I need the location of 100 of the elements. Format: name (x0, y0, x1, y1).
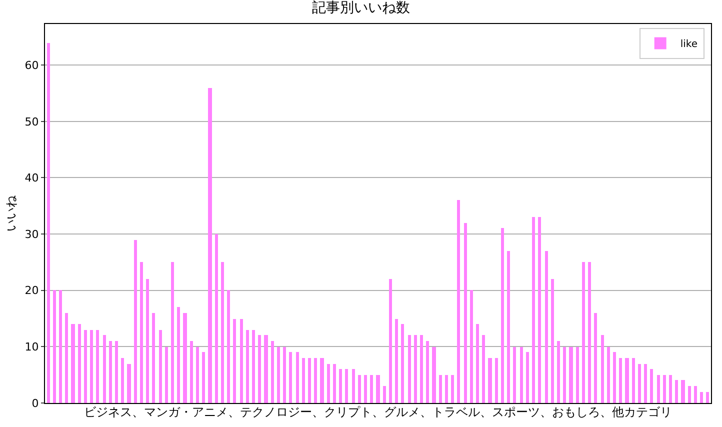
bar (53, 290, 56, 403)
bar (59, 290, 62, 403)
bar (663, 375, 666, 403)
bar (252, 330, 255, 403)
bar (196, 347, 199, 403)
bar (563, 347, 566, 403)
bar (171, 262, 174, 403)
bar (389, 279, 392, 403)
bar (277, 347, 280, 403)
bar (501, 228, 504, 403)
bar (551, 279, 554, 403)
bar (121, 358, 124, 403)
bar (376, 375, 380, 403)
bar (271, 341, 274, 403)
bar (414, 335, 417, 403)
bar (327, 364, 330, 403)
y-tick-label: 50 (24, 115, 39, 128)
bar (364, 375, 367, 403)
bar (401, 324, 404, 403)
bar (613, 352, 616, 403)
bar (582, 262, 585, 403)
bar (146, 279, 149, 403)
bar (601, 335, 604, 403)
bar (383, 386, 386, 403)
bar (190, 341, 193, 403)
bar (358, 375, 361, 403)
bar (588, 262, 591, 403)
bar (140, 262, 143, 403)
bar (109, 341, 112, 403)
bar (165, 347, 168, 403)
y-axis-title: いいね (4, 194, 18, 232)
bar (470, 290, 473, 403)
bar (545, 251, 548, 403)
bar (457, 200, 460, 403)
bar (258, 335, 261, 403)
bar (320, 358, 324, 403)
bar (127, 364, 131, 403)
bar (694, 386, 697, 403)
bar (115, 341, 118, 403)
bar (650, 369, 653, 403)
bar (221, 262, 224, 403)
bar (264, 335, 268, 403)
bar (445, 375, 448, 403)
bar (476, 324, 479, 403)
bar (488, 358, 492, 403)
bar (227, 290, 230, 403)
bar (345, 369, 348, 403)
chart-title: 記事別いいね数 (312, 0, 410, 16)
bar (482, 335, 485, 403)
bar (90, 330, 93, 403)
bar (569, 347, 573, 403)
bar (296, 352, 299, 403)
x-axis-title: ビジネス、マンガ・アニメ、テクノロジー、クリプト、グルメ、トラベル、スポーツ、おもしろ、他カテゴリ (84, 405, 672, 420)
bar (134, 240, 137, 403)
y-tick-label: 0 (32, 396, 39, 410)
bar (513, 347, 516, 403)
bar (439, 375, 442, 403)
bar (607, 347, 610, 403)
bar (352, 369, 355, 403)
bar (202, 352, 205, 403)
bar (177, 307, 180, 403)
bar (557, 341, 560, 403)
bar (532, 217, 535, 403)
bar (625, 358, 629, 403)
bar (84, 330, 87, 403)
bar (638, 364, 641, 403)
bar (495, 358, 498, 403)
bar (395, 319, 398, 403)
bar (183, 313, 187, 403)
legend-label: like (680, 39, 698, 50)
bar (426, 341, 429, 403)
bar (302, 358, 305, 403)
bar (700, 392, 703, 403)
bar (669, 375, 672, 403)
bar (451, 375, 454, 403)
y-tick-label: 20 (24, 284, 39, 298)
y-tick-label: 60 (24, 58, 39, 72)
bar (681, 380, 685, 403)
bar (289, 352, 292, 403)
bar (78, 324, 81, 403)
y-tick-label: 10 (24, 340, 39, 354)
bar (520, 347, 523, 403)
bar (432, 347, 436, 403)
bar (103, 335, 106, 403)
bar (420, 335, 423, 403)
y-tick-label: 40 (24, 172, 39, 185)
bar (71, 324, 75, 403)
bar (464, 223, 467, 403)
bar (65, 313, 68, 403)
bar (619, 358, 622, 403)
bar (333, 364, 336, 403)
bar (526, 352, 529, 403)
bar (308, 358, 311, 403)
bar (283, 347, 286, 403)
bar (507, 251, 510, 403)
bar (339, 369, 342, 403)
bar (408, 335, 411, 403)
bar (576, 347, 579, 403)
bar (96, 330, 99, 403)
bar (657, 375, 660, 403)
